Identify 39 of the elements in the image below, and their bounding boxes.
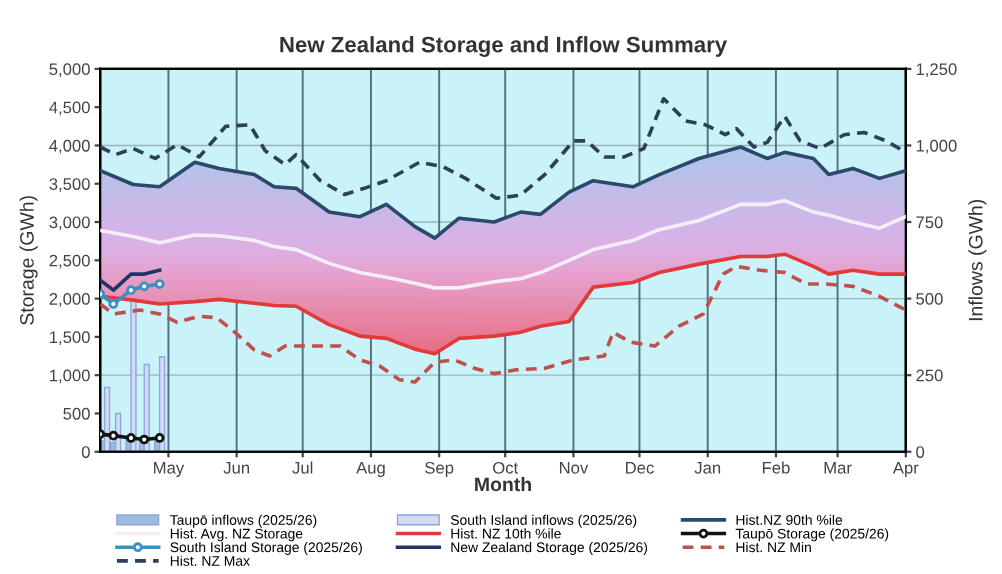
x-tick-label: Jul	[292, 461, 313, 474]
y2-tick-label: 1,250	[916, 63, 957, 78]
x-tick-label: Aug	[356, 462, 385, 477]
y-tick-label: 4,500	[49, 101, 90, 116]
x-tick-label: May	[154, 462, 185, 477]
y-tick-label: 500	[63, 407, 90, 420]
y2-tick-label: 500	[916, 293, 943, 305]
y-tick-label: 1,000	[50, 369, 90, 384]
y2-tick-label: 250	[916, 369, 943, 382]
x-tick-label: Sep	[425, 461, 454, 477]
y2-tick-label: 750	[916, 216, 943, 229]
line-series	[100, 268, 162, 292]
y-tick-label: 4,000	[49, 139, 90, 154]
x-tick-label: Nov	[559, 462, 589, 474]
y-tick-label: 5,000	[49, 63, 90, 78]
line-series	[100, 96, 906, 201]
x-tick-label: Jun	[223, 462, 250, 474]
x-tick-label: Mar	[824, 462, 852, 474]
x-tick-label: Dec	[626, 462, 654, 474]
x-tick-label: Oct	[493, 461, 519, 474]
y-tick-label: 3,500	[49, 178, 90, 192]
x-tick-label: Feb	[762, 461, 790, 474]
y2-tick-label: 0	[916, 446, 925, 458]
line-series	[100, 264, 906, 384]
y-tick-label: 1,500	[50, 331, 90, 346]
x-axis-title: Month	[475, 477, 531, 492]
x-tick-label: Jan	[694, 462, 721, 474]
x-tick-label: Apr	[892, 462, 919, 477]
y-tick-label: 2,500	[49, 254, 90, 269]
line-series	[100, 198, 906, 290]
y2-axis-title: Inflows (GWh)	[968, 199, 987, 321]
y2-tick-label: 1,000	[916, 139, 957, 154]
chart-title: New Zealand Storage and Inflow Summary	[280, 36, 728, 57]
y-tick-label: 2,000	[49, 293, 90, 307]
y-tick-label: 0	[81, 446, 90, 458]
line-series	[100, 252, 906, 356]
line-series	[100, 145, 906, 240]
y-tick-label: 3,000	[49, 216, 90, 231]
y-axis-title: Storage (GWh)	[19, 196, 38, 325]
